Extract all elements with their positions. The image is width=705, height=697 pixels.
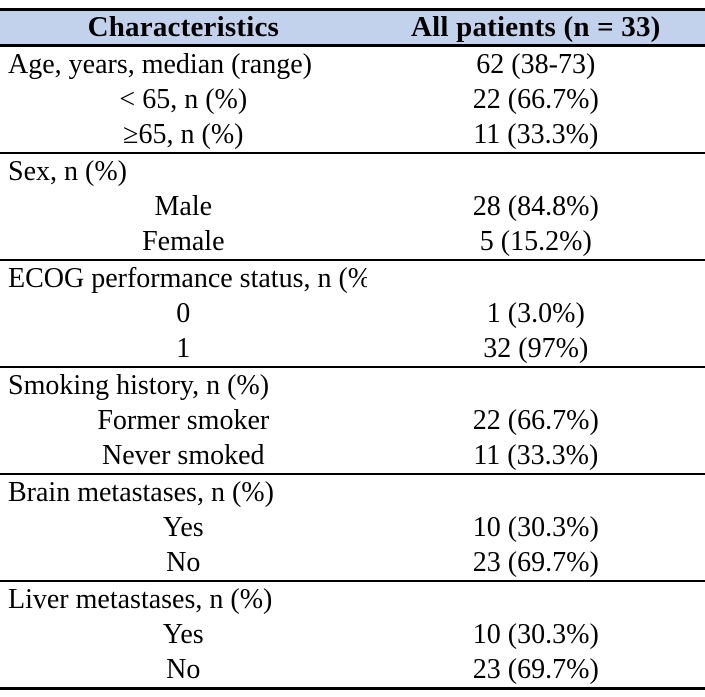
row-value-cell: 10 (30.3%) [472,618,599,650]
row-label-cell: No [166,546,201,578]
row-label-cell: < 65, n (%) [119,83,248,115]
section-header-row: Liver metastases, n (%) [0,580,705,617]
table-row: 0 1 (3.0%) [0,296,705,331]
column-header-all-patients: All patients (n = 33) [366,9,705,47]
table-row: Former smoker 22 (66.7%) [0,403,705,438]
table-row: Male 28 (84.8%) [0,189,705,224]
row-label-cell: 1 [176,332,191,364]
row-value-cell: 32 (97%) [483,332,589,364]
row-value-cell: 23 (69.7%) [472,653,599,685]
table-row: No 23 (69.7%) [0,545,705,581]
table-row: 1 32 (97%) [0,331,705,367]
section-header-row: Smoking history, n (%) [0,366,705,403]
row-value-cell [366,580,705,617]
row-value-cell: 5 (15.2%) [479,225,592,257]
row-label-cell: Never smoked [102,439,265,471]
section-header-row: Age, years, median (range) 62 (38-73) [0,46,705,83]
row-label-cell: ≥65, n (%) [123,118,244,150]
row-value-cell [366,259,705,296]
row-label-cell: Brain metastases, n (%) [0,473,367,510]
row-value-cell: 10 (30.3%) [472,511,599,543]
row-value-cell [366,152,705,189]
row-value-cell: 23 (69.7%) [472,546,599,578]
row-value-cell: 22 (66.7%) [472,83,599,115]
table-body: Age, years, median (range) 62 (38-73) < 65… [0,46,705,689]
row-label-cell: Female [142,225,225,257]
row-value-cell: 62 (38-73) [476,48,596,80]
row-label-cell: ECOG performance status, n (%) [0,259,367,296]
table-row: Yes 10 (30.3%) [0,510,705,545]
section-header-row: Sex, n (%) [0,152,705,189]
row-label-cell: Smoking history, n (%) [0,366,367,403]
row-value-cell [366,366,705,403]
row-value-cell: 11 (33.3%) [473,439,599,471]
table-header-row: Characteristics All patients (n = 33) [0,9,705,47]
section-header-row: Brain metastases, n (%) [0,473,705,510]
row-label-cell: Liver metastases, n (%) [0,580,367,617]
row-label-cell: Sex, n (%) [0,152,367,189]
row-label-cell: 0 [176,297,191,329]
row-label-cell: Former smoker [97,404,270,436]
table-row: Yes 10 (30.3%) [0,617,705,652]
row-value-cell: 22 (66.7%) [472,404,599,436]
table-row: < 65, n (%) 22 (66.7%) [0,82,705,117]
table-row: Female 5 (15.2%) [0,224,705,260]
column-header-characteristics: Characteristics [0,9,367,47]
row-value-cell [366,473,705,510]
row-label-cell: No [166,653,201,685]
row-label-cell: Male [154,190,213,222]
row-label-cell: Age, years, median (range) [8,48,312,80]
table-row: Never smoked 11 (33.3%) [0,438,705,474]
row-value-cell: 11 (33.3%) [473,118,599,150]
table-row: No 23 (69.7%) [0,652,705,689]
table-row: ≥65, n (%) 11 (33.3%) [0,117,705,153]
row-label-cell: Yes [162,618,204,650]
row-label-cell: Yes [162,511,204,543]
section-header-row: ECOG performance status, n (%) [0,259,705,296]
patient-characteristics-table: Characteristics All patients (n = 33) Ag… [0,8,705,690]
row-value-cell: 1 (3.0%) [486,297,585,329]
row-value-cell: 28 (84.8%) [472,190,599,222]
